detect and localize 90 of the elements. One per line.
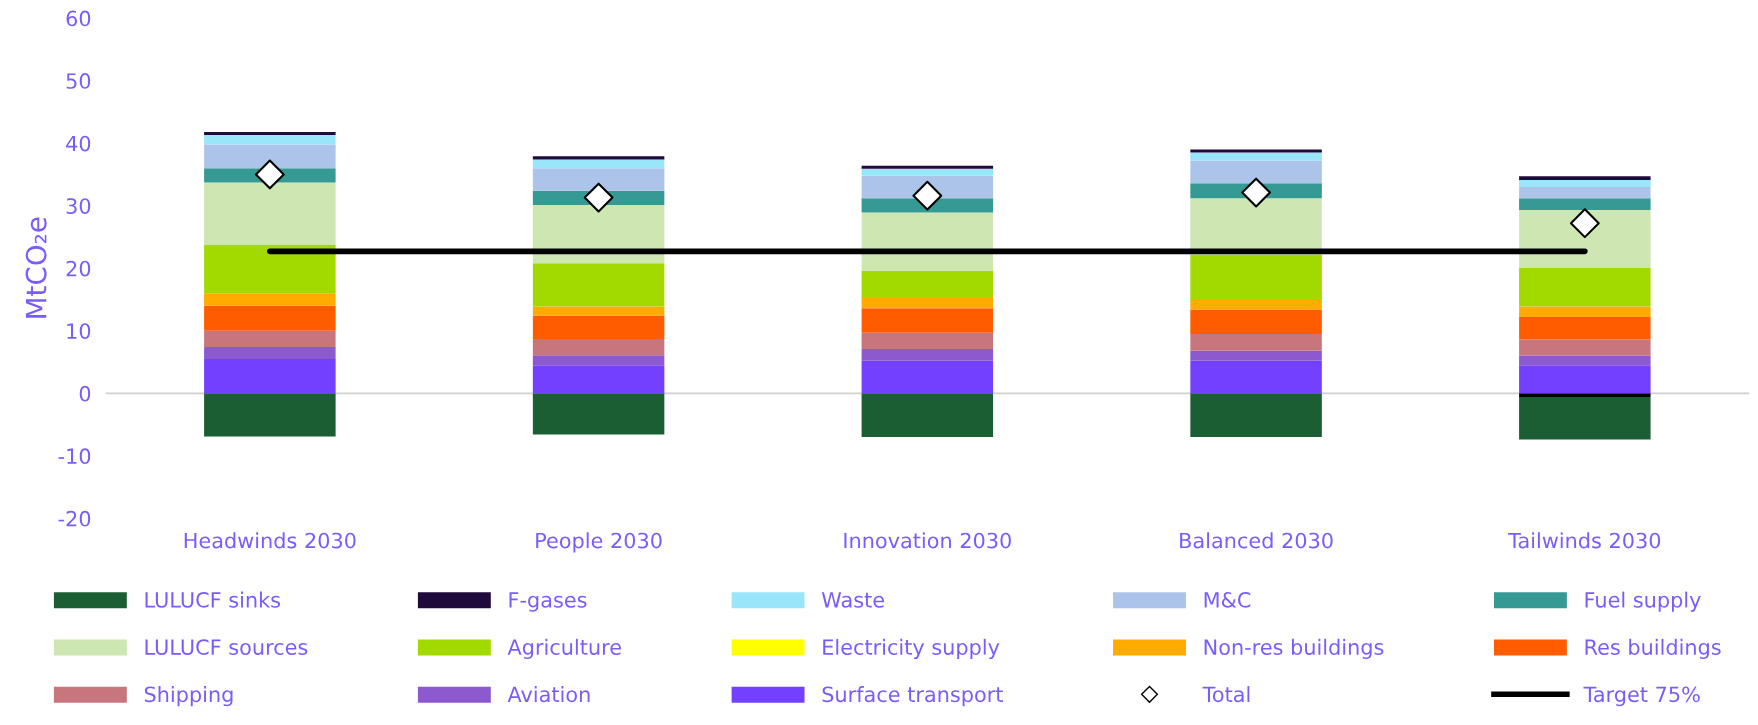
bar [1519, 306, 1651, 318]
y-tick-label: 50 [66, 73, 91, 89]
bar [1190, 393, 1322, 438]
bar [1190, 360, 1322, 394]
bar [204, 358, 336, 394]
bar [532, 365, 665, 394]
bar [861, 270, 994, 298]
point [254, 159, 285, 190]
y-tick-label: 40 [66, 135, 91, 152]
bar [204, 244, 336, 294]
bar [861, 360, 994, 394]
bar [532, 159, 665, 169]
bar [532, 263, 665, 307]
bar [204, 330, 336, 348]
x-tick-label: Balanced 2030 [1180, 532, 1333, 549]
y-tick-label: -10 [58, 448, 91, 465]
bar [1519, 397, 1651, 440]
legend-label: Fuel supply [1585, 591, 1701, 612]
bar [861, 198, 994, 213]
point [912, 180, 943, 211]
y-tick-label: 60 [66, 10, 91, 27]
bar [204, 131, 336, 136]
bar [861, 165, 994, 169]
bar [204, 182, 336, 245]
legend-label: LULUCF sources [145, 639, 308, 655]
bar [1519, 176, 1651, 181]
bar [1519, 393, 1651, 398]
bar [1190, 198, 1322, 256]
point [583, 182, 614, 213]
bar [1519, 317, 1651, 340]
bar [1519, 186, 1651, 199]
y-tick-label: 30 [66, 198, 91, 214]
bar [1190, 152, 1322, 161]
bar [204, 293, 336, 306]
bar [204, 135, 336, 145]
x-tick-label: People 2030 [536, 532, 662, 553]
bar [861, 168, 994, 176]
legend-label: M&C [1204, 591, 1251, 608]
legend-label: Surface transport [822, 686, 1003, 707]
y-tick-label: -20 [58, 510, 91, 527]
bar [861, 393, 994, 438]
x-tick-label: Innovation 2030 [844, 532, 1011, 549]
legend-label: Target 75% [1583, 686, 1700, 707]
legend-label: Non-res buildings [1204, 638, 1384, 659]
bar [1190, 309, 1322, 334]
legend-label: Aviation [507, 686, 590, 703]
bar [204, 305, 336, 331]
bar [532, 315, 665, 339]
bar [532, 306, 665, 316]
bar [532, 338, 665, 356]
bar [861, 308, 994, 333]
point [1569, 208, 1600, 239]
bar [1190, 255, 1322, 299]
bar [861, 332, 994, 349]
bar [532, 156, 665, 160]
y-axis-title: MtCO₂e [25, 217, 47, 318]
bar [532, 355, 665, 366]
bar [861, 348, 994, 361]
legend-label: Waste [821, 592, 884, 608]
point [1241, 177, 1272, 208]
legend-label: Shipping [144, 686, 233, 707]
bar [1190, 350, 1322, 361]
bar [1519, 339, 1651, 356]
legend-label: LULUCF sinks [145, 591, 281, 608]
bar [532, 168, 665, 191]
y-tick-label: 10 [67, 323, 91, 339]
bar [1519, 198, 1651, 211]
legend-label: Agriculture [507, 638, 621, 659]
bar [204, 393, 336, 437]
bar [1519, 180, 1651, 187]
bar [1519, 355, 1651, 366]
legend-label: F-gases [509, 592, 587, 612]
bar [1190, 160, 1322, 184]
legend-label: Res buildings [1585, 638, 1721, 659]
bar [204, 347, 336, 359]
bar [861, 297, 994, 309]
legend-label: Total [1202, 686, 1250, 703]
legend-label: Electricity supply [823, 638, 1000, 659]
x-tick-label: Headwinds 2030 [184, 532, 356, 549]
bar [204, 144, 336, 169]
y-tick-label: 20 [66, 260, 91, 277]
bar [1190, 298, 1322, 310]
bar [532, 393, 665, 435]
bar [861, 212, 994, 271]
x-tick-label: Tailwinds 2030 [1508, 532, 1661, 549]
bar [1519, 365, 1651, 394]
bar [1519, 267, 1651, 307]
bar [1190, 333, 1322, 351]
y-tick-label: 0 [79, 385, 91, 402]
bar [1190, 149, 1322, 153]
